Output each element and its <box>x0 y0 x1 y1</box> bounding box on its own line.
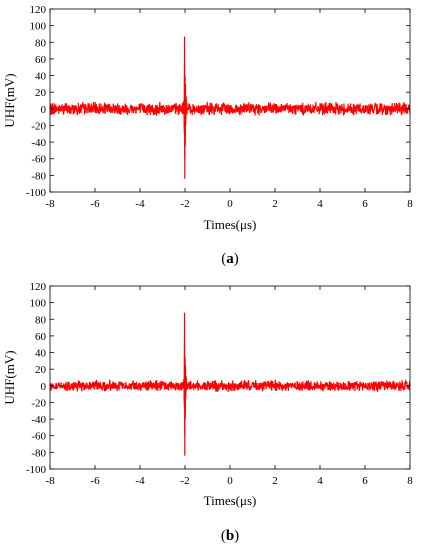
signal-pulse <box>183 36 187 179</box>
y-axis-title: UHF(mV) <box>2 73 17 127</box>
y-tick-label: 60 <box>35 331 47 343</box>
y-tick-label: -40 <box>31 414 46 426</box>
y-tick-label: -40 <box>31 137 46 149</box>
y-tick-label: -80 <box>31 447 46 459</box>
signal-pulse <box>183 312 187 456</box>
signal-trace <box>49 64 411 159</box>
x-tick-label: -8 <box>45 475 55 487</box>
x-axis-title: Times(μs) <box>204 217 257 232</box>
x-tick-label: 8 <box>407 198 413 210</box>
y-tick-label: 120 <box>30 4 47 16</box>
y-tick-label: 0 <box>41 104 47 116</box>
x-tick-label: 0 <box>227 475 233 487</box>
x-tick-label: 6 <box>362 198 368 210</box>
y-tick-label: -60 <box>31 431 46 443</box>
x-tick-label: -2 <box>180 475 189 487</box>
x-tick-label: -4 <box>135 198 145 210</box>
panel-caption: (b) <box>221 528 239 544</box>
y-tick-label: -20 <box>31 397 46 409</box>
x-tick-label: 2 <box>272 198 278 210</box>
y-tick-label: -100 <box>26 464 47 476</box>
y-tick-label: 20 <box>35 364 47 376</box>
y-tick-label: 100 <box>30 21 47 33</box>
x-tick-label: 8 <box>407 475 413 487</box>
y-tick-label: 60 <box>35 54 47 66</box>
y-tick-label: 120 <box>30 281 47 293</box>
y-axis-title: UHF(mV) <box>2 350 17 404</box>
x-tick-label: 0 <box>227 198 233 210</box>
plot-frame <box>49 285 411 470</box>
y-tick-label: 0 <box>41 381 47 393</box>
x-tick-label: -8 <box>45 198 55 210</box>
y-tick-label: -20 <box>31 120 46 132</box>
y-tick-label: -80 <box>31 170 46 182</box>
x-tick-label: 2 <box>272 475 278 487</box>
panel-caption: (a) <box>221 251 239 267</box>
x-tick-label: -4 <box>135 475 145 487</box>
x-tick-label: -2 <box>180 198 189 210</box>
signal-trace <box>49 339 411 436</box>
y-tick-label: 20 <box>35 87 47 99</box>
x-tick-label: 4 <box>317 198 323 210</box>
x-axis-title: Times(μs) <box>204 493 257 508</box>
y-tick-label: 40 <box>35 71 47 83</box>
y-tick-label: -60 <box>31 154 46 166</box>
x-tick-label: -6 <box>90 198 100 210</box>
plot-frame <box>49 8 411 193</box>
y-tick-label: -100 <box>26 187 47 199</box>
x-tick-label: -6 <box>90 475 100 487</box>
y-tick-label: 40 <box>35 348 47 360</box>
y-tick-label: 80 <box>35 37 47 49</box>
x-tick-label: 4 <box>317 475 323 487</box>
x-tick-label: 6 <box>362 475 368 487</box>
y-tick-label: 100 <box>30 298 47 310</box>
y-tick-label: 80 <box>35 314 47 326</box>
